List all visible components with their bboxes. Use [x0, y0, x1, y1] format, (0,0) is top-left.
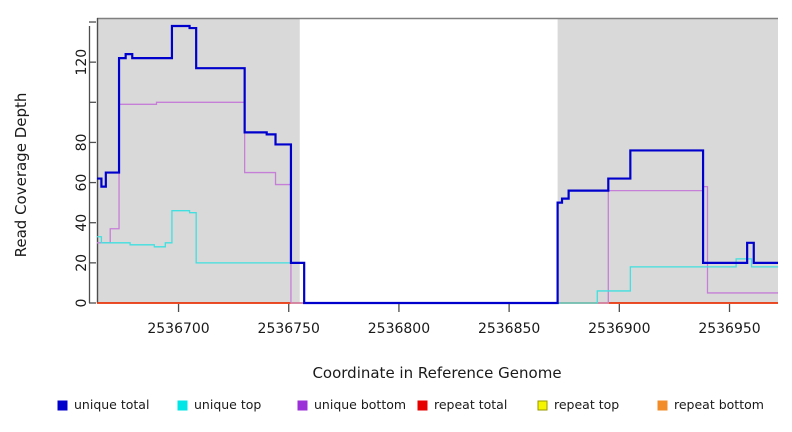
legend-swatch-unique-total	[57, 400, 68, 411]
shaded-region-1	[557, 18, 778, 304]
x-axis-ticks: 2536700 2536750 2536800 2536850 2536900 25369…	[147, 304, 761, 337]
legend-swatch-repeat-top	[537, 400, 548, 411]
shaded-regions	[97, 18, 778, 304]
y-axis-title: Read Coverage Depth	[12, 93, 30, 258]
x-tick-label: 2536900	[588, 321, 650, 337]
x-tick-label: 2536750	[258, 321, 320, 337]
plot-frame	[96, 17, 778, 303]
y-tick-label: 0	[74, 299, 90, 308]
y-axis: 0 20 40 60 80 120	[74, 21, 96, 308]
y-tick-label: 60	[74, 174, 90, 192]
x-axis-title: Coordinate in Reference Genome	[312, 364, 561, 382]
series-line-unique-total	[97, 24, 778, 305]
y-tick-label: 120	[74, 49, 90, 76]
legend-swatch-unique-top	[177, 400, 188, 411]
legend-label-unique-bottom: unique bottom	[314, 397, 406, 412]
y-axis-ticks: 0 20 40 60 80 120	[74, 21, 96, 308]
x-tick-label: 2536700	[147, 321, 209, 337]
shaded-region-0	[97, 18, 300, 304]
legend-label-repeat-total: repeat total	[434, 397, 507, 412]
x-axis: 2536700 2536750 2536800 2536850 2536900 25369…	[147, 304, 761, 337]
legend-label-repeat-bottom: repeat bottom	[674, 397, 764, 412]
series-line-unique-top	[97, 210, 778, 304]
chart-legend: unique total unique top unique bottom repea…	[57, 397, 764, 412]
y-tick-label: 80	[74, 134, 90, 152]
x-tick-label: 2536800	[368, 321, 430, 337]
series-lines	[97, 24, 778, 305]
legend-label-unique-top: unique top	[194, 397, 261, 412]
y-tick-label: 40	[74, 214, 90, 232]
legend-label-unique-total: unique total	[74, 397, 149, 412]
legend-label-repeat-top: repeat top	[554, 397, 619, 412]
legend-swatch-repeat-bottom	[657, 400, 668, 411]
y-tick-label: 20	[74, 254, 90, 272]
x-tick-label: 2536950	[698, 321, 760, 337]
legend-swatch-repeat-total	[417, 400, 428, 411]
legend-swatch-unique-bottom	[297, 400, 308, 411]
x-tick-label: 2536850	[478, 321, 540, 337]
